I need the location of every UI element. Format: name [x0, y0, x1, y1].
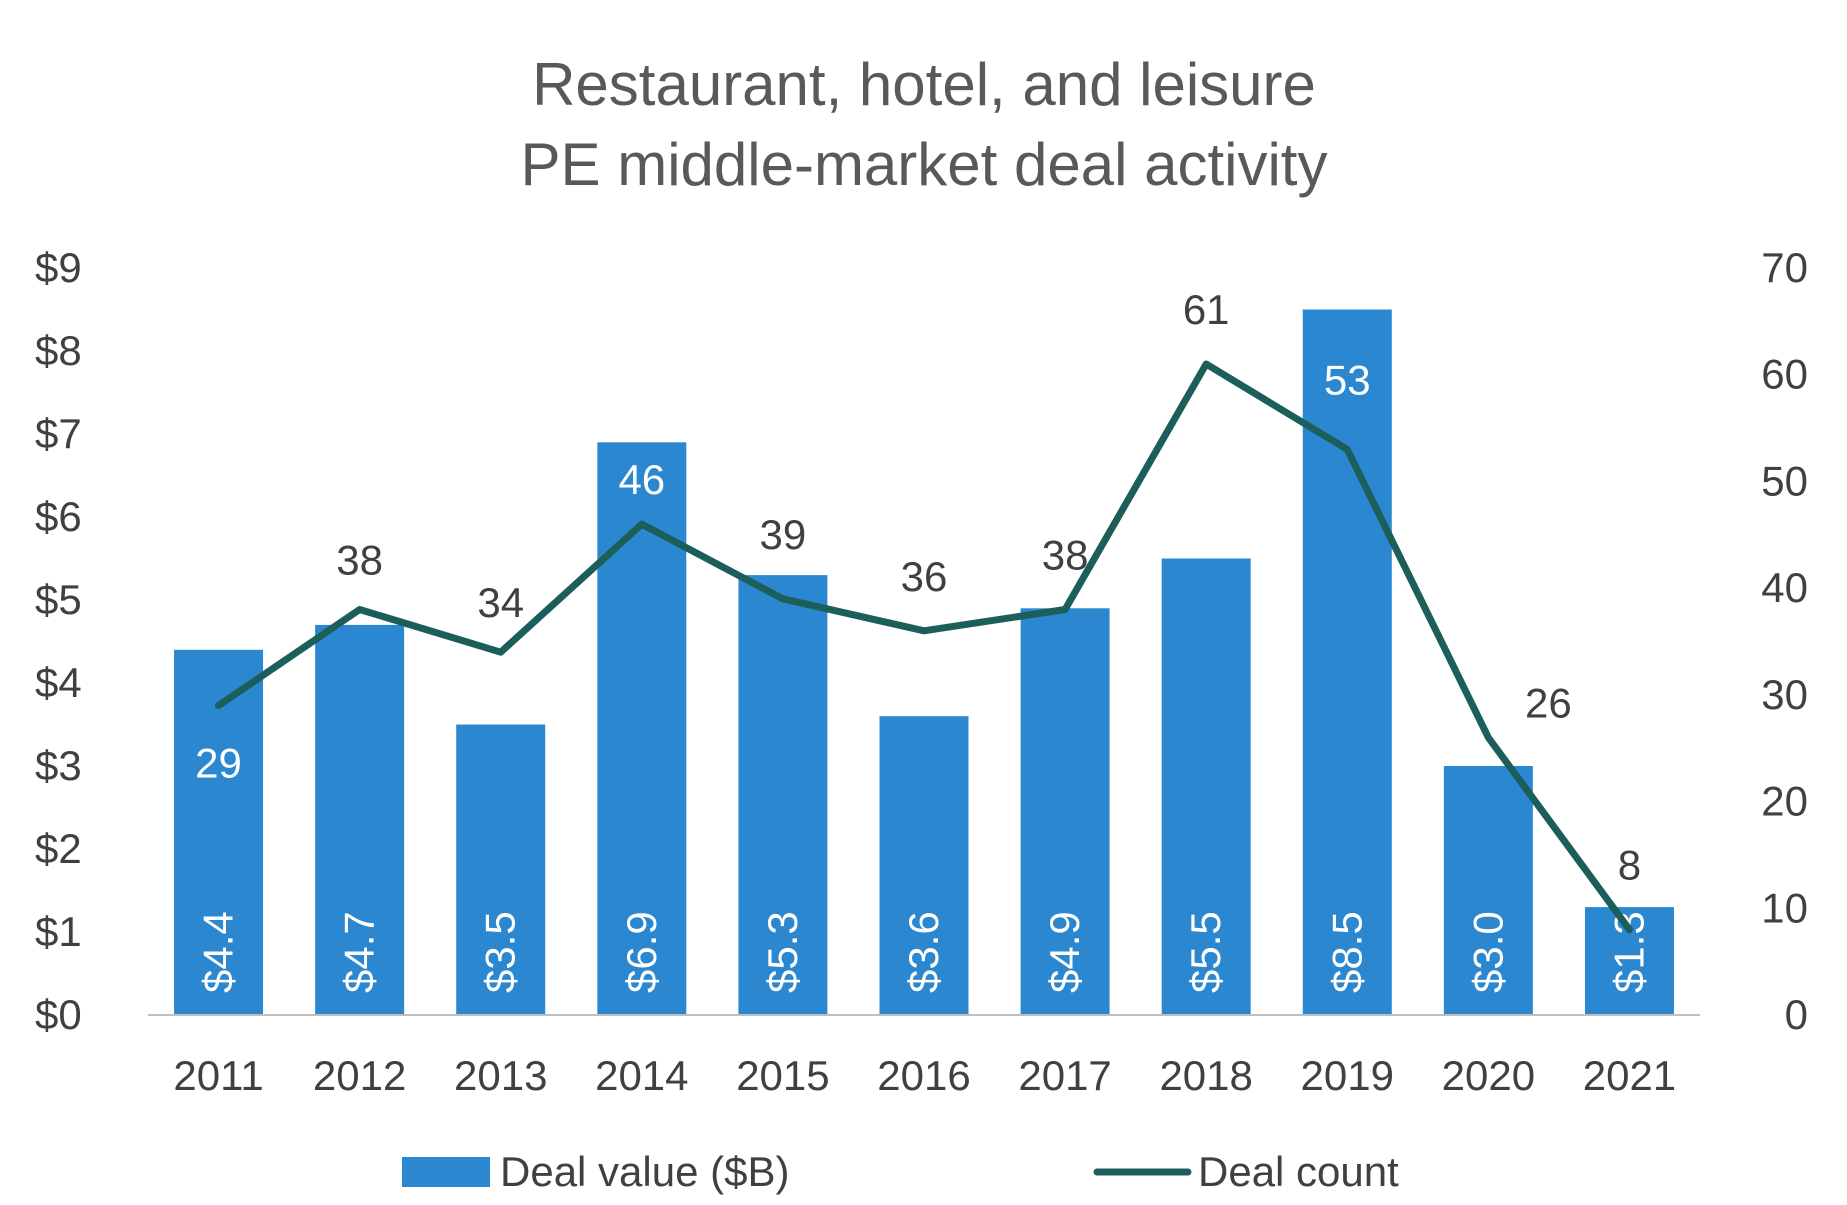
- legend-bar-swatch: [402, 1157, 490, 1187]
- legend-label-deal-count: Deal count: [1198, 1148, 1399, 1195]
- y-left-tick-label: $4: [35, 659, 82, 706]
- bar-value-label: $8.5: [1323, 911, 1370, 993]
- bar-deal-value: [456, 724, 546, 1015]
- bar-value-label: $5.3: [759, 911, 806, 993]
- line-value-label: 34: [477, 579, 524, 626]
- line-value-label: 53: [1324, 356, 1371, 403]
- y-left-tick-label: $9: [35, 244, 82, 291]
- y-right-tick-label: 10: [1761, 884, 1808, 931]
- y-right-tick-label: 70: [1761, 244, 1808, 291]
- line-value-label: 38: [1042, 531, 1089, 578]
- y-right-tick-label: 60: [1761, 351, 1808, 398]
- y-right-tick-label: 20: [1761, 778, 1808, 825]
- line-value-label: 39: [760, 511, 807, 558]
- y-left-tick-label: $1: [35, 908, 82, 955]
- line-value-label: 38: [336, 536, 383, 583]
- line-value-label: 29: [195, 740, 242, 787]
- y-left-tick-label: $2: [35, 825, 82, 872]
- y-right-tick-label: 40: [1761, 564, 1808, 611]
- y-right-tick-label: 30: [1761, 671, 1808, 718]
- bar-value-label: $3.6: [900, 911, 947, 993]
- x-tick-label: 2012: [313, 1052, 406, 1099]
- bar-deal-value: [879, 716, 969, 1015]
- bar-deal-value: [1161, 558, 1251, 1015]
- bar-value-label: $3.5: [477, 911, 524, 993]
- bar-value-label: $6.9: [618, 911, 665, 993]
- y-left-tick-label: $8: [35, 327, 82, 374]
- x-tick-label: 2020: [1442, 1052, 1535, 1099]
- line-deal-count: [215, 360, 1633, 934]
- x-tick-label: 2021: [1583, 1052, 1676, 1099]
- y-left-tick-label: $6: [35, 493, 82, 540]
- x-tick-label: 2019: [1301, 1052, 1394, 1099]
- bar-deal-value: [1302, 309, 1392, 1015]
- x-tick-label: 2016: [877, 1052, 970, 1099]
- y-left-tick-label: $7: [35, 410, 82, 457]
- x-tick-label: 2011: [173, 1052, 263, 1099]
- line-value-label: 36: [901, 553, 948, 600]
- bar-value-label: $4.4: [195, 911, 242, 993]
- x-tick-label: 2015: [736, 1052, 829, 1099]
- y-left-tick-label: $3: [35, 742, 82, 789]
- y-left-tick-label: $5: [35, 576, 82, 623]
- bar-deal-value: [315, 624, 405, 1015]
- x-tick-label: 2018: [1159, 1052, 1252, 1099]
- bar-value-label: $4.7: [336, 911, 383, 993]
- y-right-tick-label: 0: [1785, 991, 1808, 1038]
- line-value-label: 8: [1618, 842, 1641, 889]
- line-value-label: 26: [1525, 680, 1572, 727]
- line-value-label: 46: [618, 456, 665, 503]
- x-tick-label: 2013: [454, 1052, 547, 1099]
- bar-value-label: $5.5: [1182, 911, 1229, 993]
- chart-title-line: PE middle-market deal activity: [521, 131, 1328, 198]
- bar-value-label: $4.9: [1041, 911, 1088, 993]
- bar-deal-value: [174, 649, 264, 1015]
- chart-title-line: Restaurant, hotel, and leisure: [532, 51, 1316, 118]
- line-value-label: 61: [1183, 286, 1230, 333]
- bar-deal-value: [738, 575, 828, 1015]
- x-tick-label: 2017: [1018, 1052, 1111, 1099]
- bar-value-label: $3.0: [1464, 911, 1511, 993]
- x-tick-label: 2014: [595, 1052, 688, 1099]
- bar-deal-value: [1020, 608, 1110, 1015]
- y-right-tick-label: 50: [1761, 457, 1808, 504]
- y-left-tick-label: $0: [35, 991, 82, 1038]
- legend-label-deal-value: Deal value ($B): [500, 1148, 789, 1195]
- bar-deal-value: [1443, 766, 1533, 1015]
